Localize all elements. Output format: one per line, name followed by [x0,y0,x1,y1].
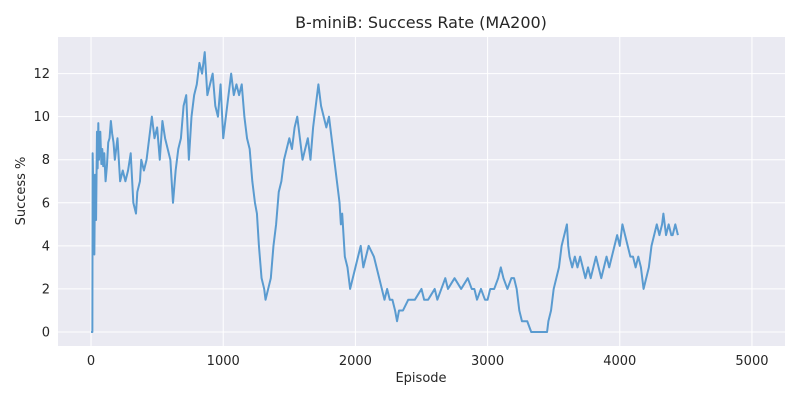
y-tick-label: 10 [33,110,50,125]
y-tick-label: 12 [33,67,50,82]
x-tick-label: 0 [87,354,95,369]
y-tick-label: 6 [42,196,50,211]
x-tick-label: 1000 [207,354,240,369]
y-tick-label: 2 [42,282,50,297]
x-tick-label: 3000 [471,354,504,369]
y-tick-label: 0 [42,326,50,341]
y-tick-label: 4 [42,239,50,254]
x-axis-label: Episode [395,371,446,386]
y-tick-label: 8 [42,153,50,168]
x-tick-label: 5000 [735,354,768,369]
gridlines [58,37,785,346]
y-axis-ticks: 0 2 4 6 8 10 12 [33,67,50,340]
plot-area [58,37,785,346]
x-tick-label: 4000 [603,354,636,369]
x-axis-ticks: 0 1000 2000 3000 4000 5000 [87,354,769,369]
success-rate-line [91,51,679,333]
x-tick-label: 2000 [339,354,372,369]
y-axis-label: Success % [14,157,29,226]
chart-title: B-miniB: Success Rate (MA200) [295,13,547,32]
